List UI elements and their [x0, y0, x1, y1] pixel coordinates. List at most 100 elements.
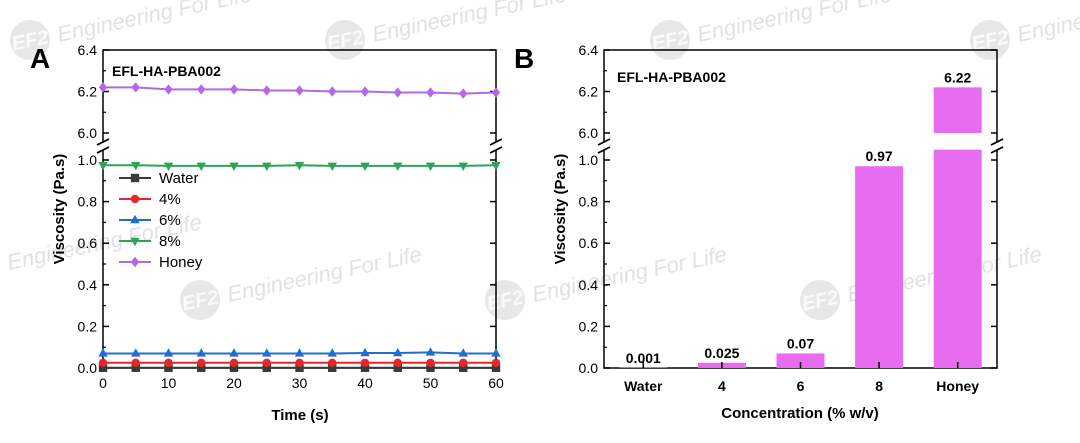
data-point-water	[131, 363, 140, 372]
panel-a-ylabel: Viscosity (Pa.s)	[51, 154, 68, 265]
panel-b-xlabel: Concentration (% w/v)	[721, 405, 879, 422]
watermark-logo-circle	[10, 20, 50, 60]
panel-a-break-mark-right	[489, 146, 503, 154]
watermark-tagline: Engineering For Life	[695, 0, 894, 47]
panel-a-y-tick-label: 0.4	[78, 277, 98, 293]
panel-b-y-tick-label: 0.4	[579, 277, 599, 293]
series-water	[98, 363, 501, 372]
panel-b-break-mark-right	[990, 146, 1004, 154]
data-point-8-percent	[98, 162, 108, 171]
data-label-4: 0.025	[704, 345, 739, 361]
data-point-honey	[229, 84, 239, 95]
bar-honey-break-gap	[933, 133, 982, 150]
panel-a-x-tick-label: 40	[357, 375, 373, 391]
data-point-8-percent	[163, 162, 174, 172]
panel-a-x-tick-label: 10	[161, 375, 177, 391]
data-point-honey	[491, 87, 501, 98]
data-point-water	[98, 363, 108, 372]
data-point-8-percent	[393, 162, 403, 172]
panel-a-x-tick-label: 60	[488, 375, 504, 391]
panel-a-break-mark-left	[96, 138, 110, 146]
panel-a-label: A	[30, 43, 50, 74]
legend-marker-honey	[130, 256, 140, 268]
bar-honey-lower	[933, 149, 982, 368]
panel-b-break-gap-left	[598, 142, 610, 150]
data-point-water	[197, 363, 206, 372]
data-point-8-percent	[131, 162, 141, 171]
data-point-4-percent	[393, 358, 402, 367]
data-point-4-percent	[360, 358, 370, 367]
data-point-8-percent	[425, 162, 436, 172]
panel-b-y-tick-label: 6.4	[579, 42, 599, 58]
watermark-logo-circle	[180, 280, 220, 320]
data-point-6-percent	[229, 348, 239, 357]
watermark-logo-circle	[0, 244, 4, 291]
panel-a-y-tick-label: 0.8	[78, 194, 98, 210]
data-point-6-percent	[131, 348, 141, 357]
data-point-8-percent	[294, 162, 305, 171]
panel-a-y-tick-label: 0.0	[78, 360, 98, 376]
legend-label-water: Water	[159, 170, 198, 187]
data-point-water	[262, 363, 271, 372]
data-point-6-percent	[196, 348, 206, 357]
legend-label-8-percent: 8%	[159, 233, 181, 250]
data-point-8-percent	[491, 162, 501, 171]
watermark-tagline: Engineering For Life	[1015, 0, 1080, 47]
panel-b-x-tick-label: Honey	[936, 378, 979, 394]
panel-a-x-tick-label: 50	[423, 375, 439, 391]
legend-label-honey: Honey	[159, 254, 203, 271]
data-point-4-percent	[459, 358, 468, 367]
data-point-water	[491, 363, 501, 372]
data-point-honey	[197, 84, 206, 95]
data-point-4-percent	[131, 358, 140, 367]
panel-a-x-tick-label: 0	[99, 375, 107, 391]
data-label-honey: 6.22	[944, 69, 971, 85]
data-point-honey	[328, 86, 337, 97]
watermark-logo-circle	[485, 280, 525, 320]
data-point-4-percent	[229, 358, 239, 367]
data-point-4-percent	[295, 358, 304, 367]
panel-a-y-tick-label: 0.6	[78, 235, 98, 251]
panel-b-inset-title: EFL-HA-PBA002	[617, 69, 726, 85]
data-point-water	[295, 363, 304, 372]
data-point-honey	[393, 87, 402, 98]
panel-b-y-tick-label: 6.2	[579, 84, 599, 100]
legend-label-4-percent: 4%	[159, 191, 181, 208]
panel-b-x-tick-label: 8	[875, 378, 883, 394]
panel-b-y-tick-label: 0.2	[579, 318, 599, 334]
panel-a-y-tick-label: 6.2	[78, 84, 98, 100]
data-point-6-percent	[163, 348, 174, 357]
panel-a-y-tick-label: 6.0	[78, 125, 98, 141]
data-point-honey	[98, 82, 108, 93]
panel-b-break-mark-right	[990, 138, 1004, 146]
data-point-4-percent	[426, 358, 435, 367]
data-point-8-percent	[262, 162, 272, 172]
panel-b-x-tick-label: 6	[797, 378, 805, 394]
series-8-percent	[98, 162, 501, 172]
panel-a-x-tick-label: 30	[292, 375, 308, 391]
legend-marker-4-percent	[130, 194, 140, 204]
panel-b-y-ticks: 0.0 0.2 0.4 0.6 0.8 1.0 6.0 6.2 6.4	[579, 42, 997, 376]
legend-marker-water	[130, 173, 140, 183]
data-point-6-percent	[393, 347, 403, 357]
data-point-6-percent	[491, 348, 501, 357]
data-label-8: 0.97	[865, 148, 892, 164]
data-point-water	[164, 363, 173, 372]
panel-b-break-mark-left	[597, 146, 611, 154]
data-point-8-percent	[360, 162, 370, 172]
data-point-8-percent	[458, 162, 468, 172]
panel-b-y-tick-label: 1.0	[579, 152, 599, 168]
bar-6	[776, 353, 825, 368]
panel-a-frame	[102, 49, 497, 369]
data-point-honey	[295, 85, 304, 96]
panel-a-inset-title: EFL-HA-PBA002	[112, 63, 221, 79]
data-point-honey	[360, 86, 370, 97]
series-6-percent	[98, 347, 501, 357]
data-point-6-percent	[262, 348, 272, 357]
panel-b-bar-chart: B EFL-HA-PBA002 Concentration (% w/v) Vi…	[514, 42, 1004, 422]
data-point-6-percent	[327, 348, 337, 357]
